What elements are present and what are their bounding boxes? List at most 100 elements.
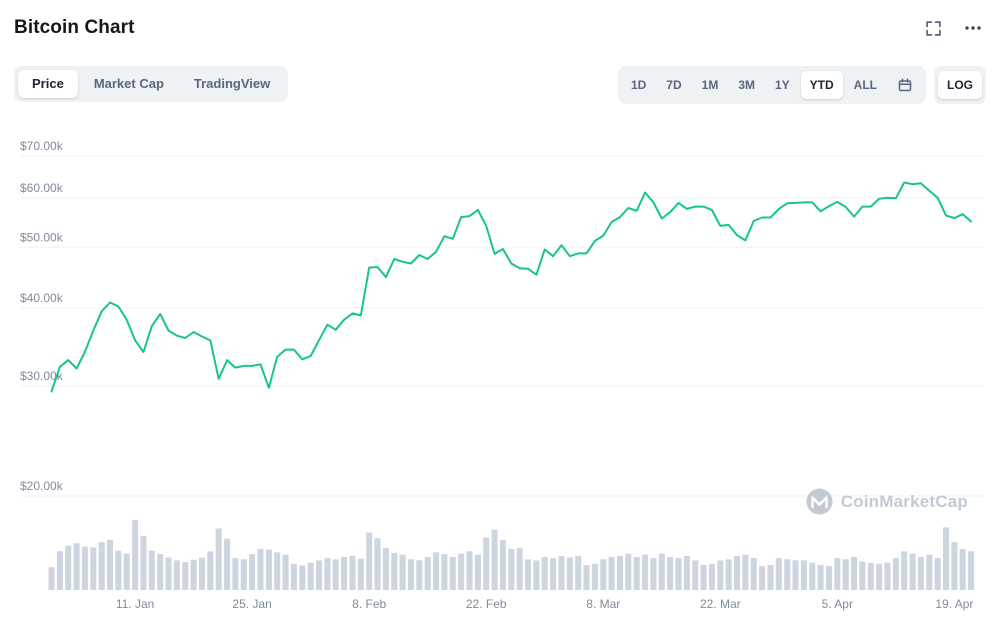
volume-bar	[165, 557, 172, 590]
volume-bar	[658, 553, 665, 590]
volume-bar	[207, 551, 214, 590]
volume-bar	[240, 559, 247, 590]
volume-bar	[491, 529, 498, 590]
volume-bar	[775, 558, 782, 590]
range-1d[interactable]: 1D	[622, 71, 655, 99]
volume-bar	[123, 553, 130, 590]
volume-bar	[73, 543, 80, 590]
log-scale-button[interactable]: LOG	[938, 71, 982, 99]
volume-bar	[274, 552, 281, 590]
volume-bar	[382, 547, 389, 590]
volume-bar	[516, 547, 523, 590]
volume-bar	[341, 557, 348, 590]
page-title: Bitcoin Chart	[14, 17, 135, 38]
volume-bar	[968, 551, 975, 590]
range-all[interactable]: ALL	[845, 71, 886, 99]
calendar-icon	[897, 77, 913, 93]
x-axis-label: 11. Jan	[116, 597, 154, 611]
volume-bar	[257, 549, 264, 590]
volume-bar	[667, 557, 674, 590]
y-axis-label: $40.00k	[20, 291, 64, 305]
volume-bar	[943, 527, 949, 590]
volume-bar	[692, 560, 699, 590]
volume-bar	[232, 558, 239, 590]
volume-bar	[859, 561, 866, 590]
volume-bar	[591, 563, 598, 590]
volume-bar	[867, 562, 874, 590]
range-1m[interactable]: 1M	[693, 71, 728, 99]
volume-bar	[157, 554, 164, 590]
volume-bar	[675, 558, 682, 590]
volume-bar	[307, 562, 314, 590]
tab-market-cap[interactable]: Market Cap	[80, 70, 178, 98]
y-axis-label: $50.00k	[20, 230, 64, 244]
volume-bar	[48, 567, 55, 590]
volume-bar	[800, 560, 807, 590]
volume-bar	[767, 565, 774, 590]
tab-price[interactable]: Price	[18, 70, 78, 98]
volume-bar	[391, 553, 398, 590]
volume-bar	[290, 563, 297, 590]
volume-bar	[399, 554, 406, 590]
volume-bar	[282, 554, 289, 590]
more-options-icon[interactable]	[964, 20, 982, 36]
range-ytd[interactable]: YTD	[800, 71, 843, 99]
range-3m[interactable]: 3M	[729, 71, 764, 99]
y-axis-label: $60.00k	[20, 181, 64, 195]
volume-bar	[642, 554, 649, 590]
volume-bar	[842, 559, 849, 590]
volume-bar	[81, 546, 88, 590]
volume-bar	[608, 557, 615, 590]
volume-bar	[525, 559, 531, 590]
y-axis-label: $20.00k	[20, 479, 64, 493]
x-axis-label: 5. Apr	[822, 597, 853, 611]
volume-bar	[884, 562, 891, 590]
x-axis-label: 22. Feb	[466, 597, 507, 611]
volume-bar	[625, 553, 632, 590]
volume-bar	[249, 554, 256, 590]
volume-bar	[374, 538, 381, 590]
range-1y[interactable]: 1Y	[766, 71, 799, 99]
volume-bar	[708, 563, 715, 590]
volume-bar	[408, 559, 414, 590]
volume-bar	[826, 566, 832, 590]
volume-bar	[541, 557, 548, 590]
volume-bar	[316, 560, 322, 590]
volume-bar	[834, 558, 841, 590]
volume-bar	[173, 560, 180, 590]
y-axis-label: $70.00k	[20, 139, 64, 153]
volume-bar	[566, 557, 573, 590]
volume-bar	[892, 558, 899, 590]
volume-bar	[734, 555, 740, 590]
price-chart[interactable]: $70.00k $60.00k $50.00k $40.00k $30.00k $20.0…	[0, 130, 1000, 630]
volume-bar	[508, 549, 515, 590]
volume-bar	[650, 558, 657, 590]
header: Bitcoin Chart	[0, 0, 1000, 56]
volume-bar	[466, 551, 473, 590]
tab-tradingview[interactable]: TradingView	[180, 70, 284, 98]
volume-bar	[759, 566, 766, 590]
volume-bar	[56, 551, 63, 590]
date-range-tabs: 1D 7D 1M 3M 1Y YTD ALL	[617, 66, 926, 104]
x-axis-label: 22. Mar	[700, 597, 741, 611]
volume-bar	[366, 532, 373, 590]
y-axis-label: $30.00k	[20, 369, 64, 383]
volume-bar	[107, 539, 113, 590]
toolbar: Price Market Cap TradingView 1D 7D 1M 3M…	[14, 66, 986, 104]
volume-bar	[265, 549, 272, 590]
volume-bar	[959, 549, 966, 590]
volume-bar	[683, 555, 690, 590]
volume-bar	[65, 545, 72, 590]
volume-bar	[917, 557, 924, 590]
range-7d[interactable]: 7D	[657, 71, 690, 99]
price-line	[50, 181, 973, 393]
volume-bar	[617, 555, 623, 590]
volume-bar	[332, 559, 339, 590]
volume-bar	[140, 535, 147, 590]
volume-bar	[533, 560, 540, 590]
fullscreen-icon[interactable]	[925, 20, 942, 37]
volume-bar	[224, 538, 231, 590]
volume-bar	[474, 554, 481, 590]
date-picker-button[interactable]	[888, 70, 922, 100]
